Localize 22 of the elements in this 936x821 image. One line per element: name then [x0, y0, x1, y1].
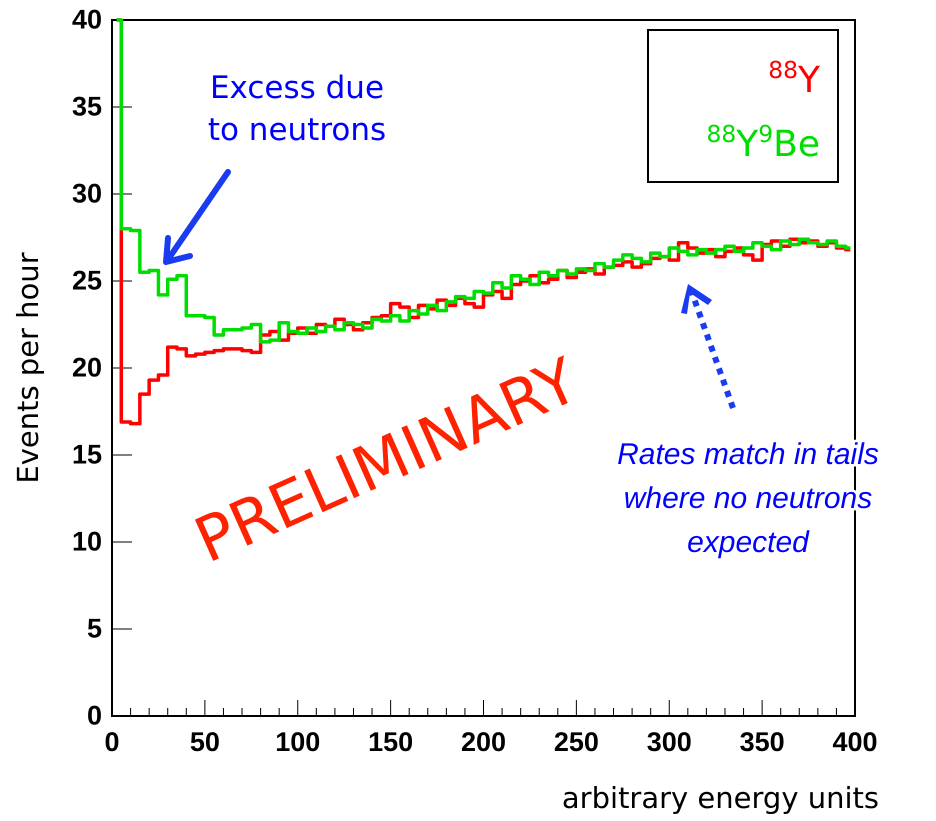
y-tick-label: 25	[72, 266, 102, 296]
y-tick-label: 20	[72, 352, 102, 383]
y-axis-title: Events per hour	[11, 252, 45, 484]
y-tick-label: 5	[86, 614, 102, 644]
y-tick-label: 40	[72, 4, 102, 35]
x-tick-label: 50	[190, 727, 220, 758]
y-tick-label: 30	[72, 178, 102, 209]
x-tick-label: 100	[275, 727, 320, 758]
x-tick-label: 400	[832, 727, 878, 758]
y-tick-label: 0	[86, 700, 102, 731]
x-tick-label: 200	[460, 727, 506, 758]
y-tick-label: 15	[72, 440, 102, 470]
x-axis-title: arbitrary energy units	[562, 781, 879, 815]
y-tick-label: 35	[72, 92, 102, 122]
x-tick-label: 250	[554, 727, 599, 758]
text: $^{88}$Y	[768, 56, 821, 101]
x-tick-label: 150	[368, 727, 414, 758]
text: $^{88}$Y$^{9}$Be	[706, 120, 820, 165]
x-tick-label: 350	[740, 727, 785, 758]
y-tick-label: 10	[72, 526, 102, 557]
annotation: Excess due to neutrons	[208, 70, 386, 148]
x-tick-label: 300	[646, 727, 692, 758]
